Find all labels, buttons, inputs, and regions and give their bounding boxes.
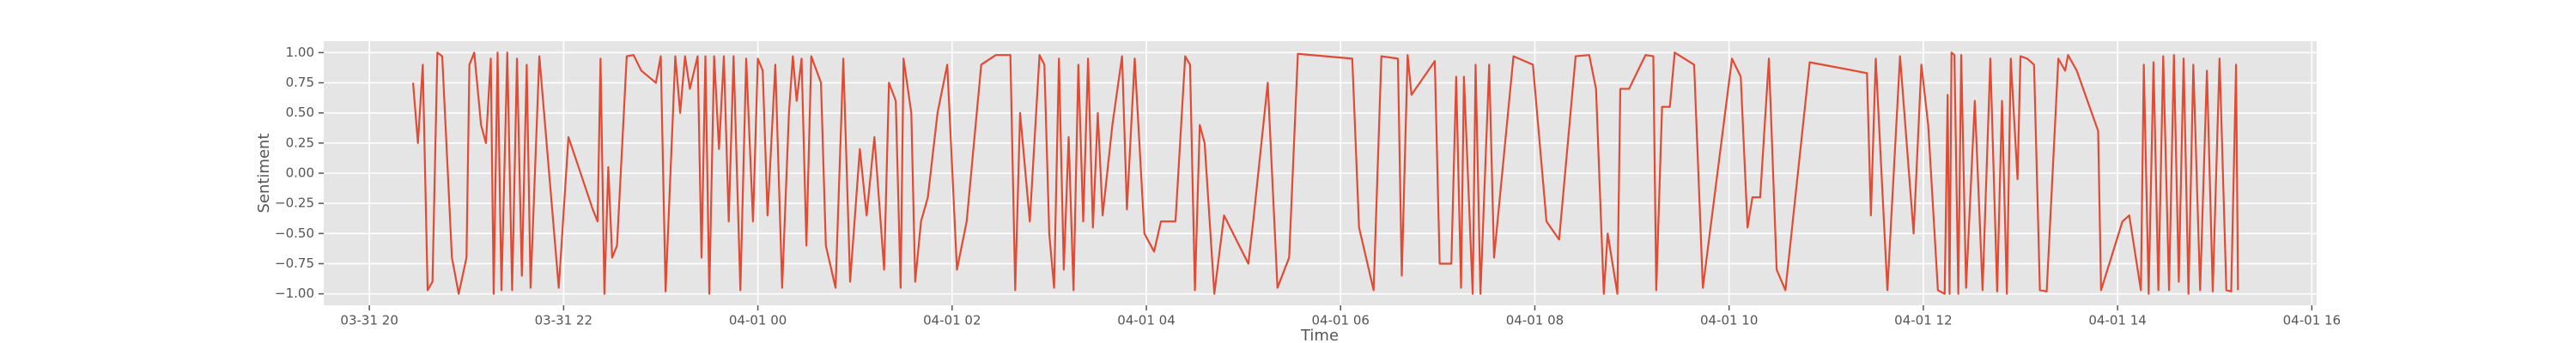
x-tick-label: 04-01 08	[1506, 313, 1564, 328]
y-tick-label: 1.00	[286, 45, 314, 60]
x-tick-label: 04-01 02	[923, 313, 981, 328]
x-tick-label: 04-01 06	[1312, 313, 1370, 328]
y-tick-label: −1.00	[275, 286, 314, 301]
y-tick-label: −0.25	[275, 196, 314, 211]
y-tick-label: −0.50	[275, 226, 314, 241]
x-tick-label: 04-01 14	[2088, 313, 2146, 328]
x-tick-label: 04-01 04	[1117, 313, 1175, 328]
y-axis-label: Sentiment	[255, 133, 273, 213]
y-tick-label: −0.75	[275, 256, 314, 271]
x-tick-label: 04-01 16	[2283, 313, 2341, 328]
x-tick-label: 03-31 22	[535, 313, 592, 328]
y-tick-label: 0.75	[286, 75, 314, 90]
x-axis-label: Time	[1300, 327, 1339, 343]
x-tick-label: 04-01 10	[1700, 313, 1758, 328]
y-tick-label: 0.50	[286, 105, 314, 120]
y-tick-label: 0.25	[286, 135, 314, 150]
series-line	[411, 51, 2239, 295]
y-tick-label: 0.00	[286, 165, 314, 181]
x-tick-label: 04-01 00	[729, 313, 787, 328]
x-tick-label: 04-01 12	[1894, 313, 1952, 328]
x-tick-label: 03-31 20	[340, 313, 398, 328]
